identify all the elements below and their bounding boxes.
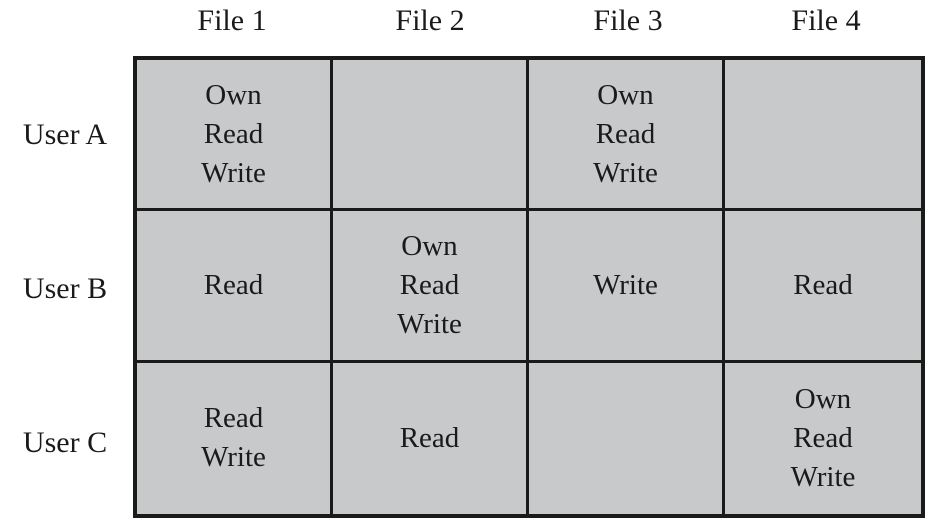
permission-read: Read	[793, 421, 853, 454]
permission-write: Write	[201, 441, 266, 474]
column-header-file-2: File 2	[395, 4, 465, 37]
matrix-cell-row1-col2	[333, 60, 529, 212]
permission-read: Read	[595, 117, 656, 150]
row-header-user-c: User C	[22, 426, 108, 459]
matrix-cell-row1-col4	[725, 60, 921, 212]
column-header-file-3: File 3	[593, 4, 663, 37]
column-header-file-1: File 1	[197, 4, 267, 37]
matrix-cell-row1-col3: Own Read Write	[529, 60, 725, 212]
matrix-cell-row3-col1: Read Write	[137, 362, 333, 514]
permission-write: Write	[201, 156, 266, 189]
matrix-cell-row2-col4: Read	[725, 211, 921, 363]
permission-read: Read	[793, 268, 853, 301]
row-header-user-b: User B	[22, 272, 108, 305]
permission-read: Read	[399, 421, 460, 454]
row-header-user-a: User A	[22, 118, 108, 151]
permission-read: Read	[203, 402, 264, 435]
column-header-file-4: File 4	[791, 4, 861, 37]
matrix-cell-row2-col3: Write	[529, 211, 725, 363]
permission-read: Read	[203, 268, 264, 301]
matrix-cell-row3-col3	[529, 362, 725, 514]
matrix-cell-row2-col2: Own Read Write	[333, 211, 529, 363]
permission-own: Own	[597, 78, 654, 111]
permission-read: Read	[399, 268, 460, 301]
permission-read: Read	[203, 117, 264, 150]
permission-own: Own	[401, 229, 458, 262]
permission-write: Write	[593, 268, 658, 301]
permission-write: Write	[790, 460, 856, 493]
matrix-cell-row1-col1: Own Read Write	[137, 60, 333, 212]
access-matrix: Own Read Write Own Read Write Read Own Read Write…	[133, 56, 925, 518]
matrix-cell-row2-col1: Read	[137, 211, 333, 363]
permission-own: Own	[794, 382, 852, 415]
matrix-cell-row3-col2: Read	[333, 362, 529, 514]
permission-own: Own	[205, 78, 262, 111]
permission-write: Write	[397, 307, 462, 340]
permission-write: Write	[593, 156, 658, 189]
matrix-cell-row3-col4: Own Read Write	[725, 363, 921, 514]
